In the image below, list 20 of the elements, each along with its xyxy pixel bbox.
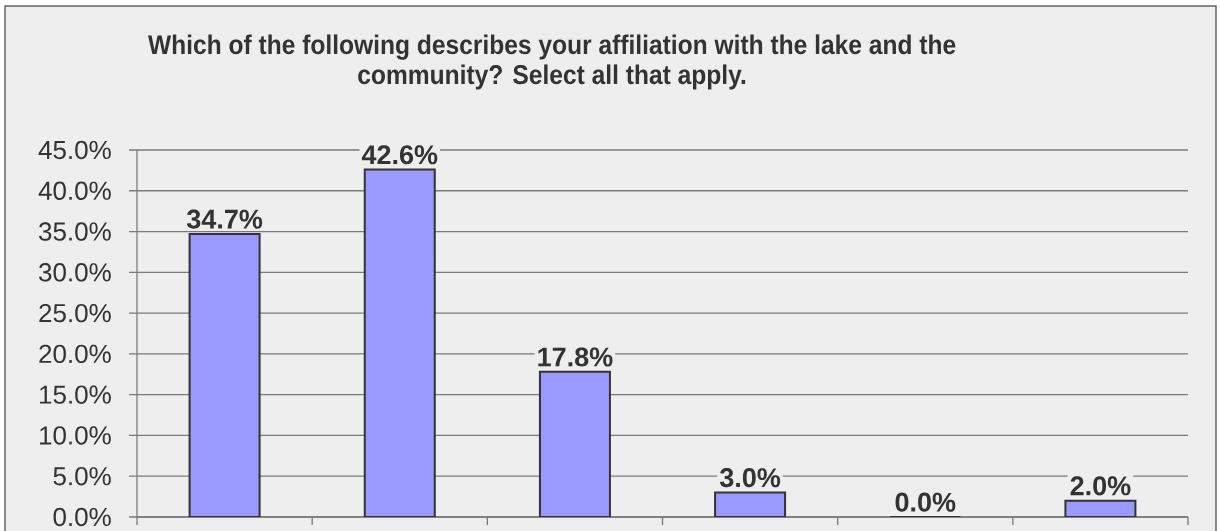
y-tick-label: 30.0%	[39, 263, 111, 282]
y-tick-label: 40.0%	[38, 181, 111, 200]
data-label: 42.6%	[361, 145, 438, 165]
y-tick-label: 5.0%	[53, 467, 111, 486]
data-label: 3.0%	[719, 468, 781, 488]
data-label: 0.0%	[895, 492, 956, 512]
y-tick-label: 15.0%	[40, 385, 111, 404]
bar	[363, 168, 436, 517]
y-tick-label: 10.0%	[40, 426, 111, 445]
y-tick-label: 25.0%	[39, 303, 111, 323]
y-tick-label: 0.0%	[53, 507, 111, 527]
bar	[188, 232, 261, 517]
data-label: 17.8%	[538, 347, 613, 367]
y-tick-label: 20.0%	[39, 344, 111, 364]
bar	[538, 370, 611, 517]
y-tick-label: 45.0%	[38, 140, 111, 160]
chart-title: Which of the following describes your affiliation with the lake and the community? Select all that apply.	[147, 34, 956, 90]
y-tick-label: 35.0%	[39, 222, 111, 241]
data-label: 34.7%	[186, 209, 263, 229]
data-label: 2.0%	[1070, 476, 1131, 496]
